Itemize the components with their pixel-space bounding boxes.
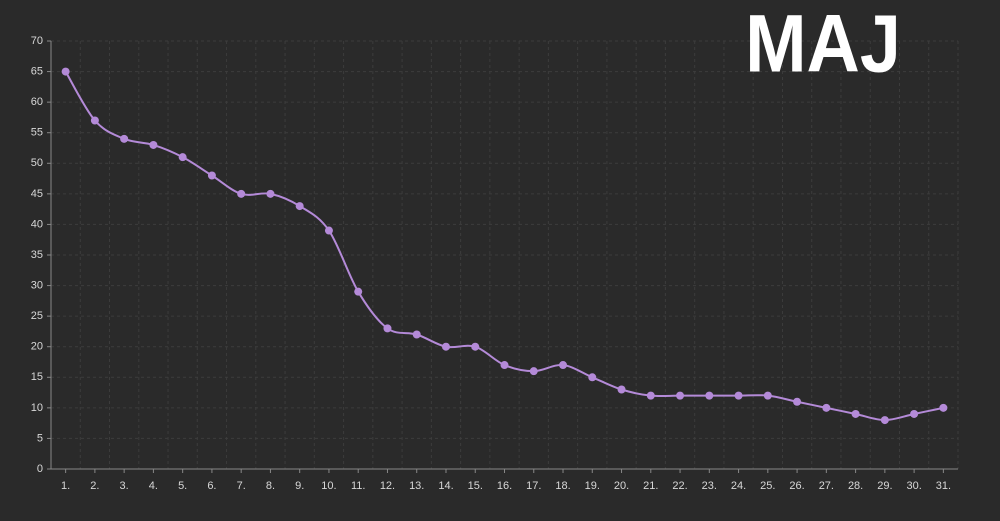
point xyxy=(763,391,772,400)
x-tick-label: 3. xyxy=(120,480,129,492)
x-tick-label: 1. xyxy=(61,480,70,492)
point xyxy=(500,361,509,370)
x-tick-label: 12. xyxy=(380,480,395,492)
y-tick-label: 45 xyxy=(31,188,43,200)
point xyxy=(676,391,685,400)
point xyxy=(529,367,538,376)
point xyxy=(266,189,275,198)
x-tick-label: 11. xyxy=(351,480,365,492)
x-tick-label: 6. xyxy=(207,480,216,492)
x-tick-label: 29. xyxy=(877,480,892,492)
x-tick-label: 30. xyxy=(906,480,921,492)
point xyxy=(822,403,831,412)
y-tick-label: 35 xyxy=(31,249,43,261)
x-tick-label: 27. xyxy=(819,480,834,492)
point xyxy=(471,342,480,351)
y-tick-label: 65 xyxy=(31,65,43,77)
point xyxy=(149,140,158,149)
y-tick-label: 10 xyxy=(31,402,43,414)
point xyxy=(617,385,626,394)
chart-title: MAJ xyxy=(745,0,901,90)
x-tick-label: 21. xyxy=(643,480,658,492)
point xyxy=(324,226,333,235)
point xyxy=(383,324,392,333)
x-tick-label: 26. xyxy=(789,480,804,492)
y-tick-label: 25 xyxy=(31,310,43,322)
point xyxy=(559,361,568,370)
x-tick-label: 18. xyxy=(555,480,570,492)
x-tick-label: 16. xyxy=(497,480,512,492)
point xyxy=(705,391,714,400)
y-tick-label: 40 xyxy=(31,218,43,230)
y-tick-label: 5 xyxy=(37,432,43,444)
x-tick-label: 22. xyxy=(672,480,687,492)
x-tick-label: 19. xyxy=(585,480,600,492)
point xyxy=(354,287,363,296)
x-tick-label: 8. xyxy=(266,480,275,492)
x-tick-label: 28. xyxy=(848,480,863,492)
point xyxy=(793,397,802,406)
y-tick-label: 0 xyxy=(37,463,43,475)
y-tick-label: 55 xyxy=(31,127,43,139)
point xyxy=(880,416,889,425)
point xyxy=(851,409,860,418)
y-tick-label: 30 xyxy=(31,279,43,291)
x-tick-label: 14. xyxy=(438,480,453,492)
point xyxy=(441,342,450,351)
x-tick-label: 15. xyxy=(468,480,483,492)
point xyxy=(178,153,187,162)
x-tick-label: 17. xyxy=(526,480,541,492)
y-tick-label: 20 xyxy=(31,341,43,353)
point xyxy=(207,171,216,180)
y-tick-label: 50 xyxy=(31,157,43,169)
x-tick-label: 9. xyxy=(295,480,304,492)
point xyxy=(90,116,99,125)
point xyxy=(412,330,421,339)
x-tick-label: 25. xyxy=(760,480,775,492)
x-tick-label: 4. xyxy=(149,480,158,492)
point xyxy=(646,391,655,400)
point xyxy=(939,403,948,412)
point xyxy=(295,202,304,211)
x-tick-label: 10. xyxy=(321,480,336,492)
y-tick-label: 15 xyxy=(31,371,43,383)
y-tick-label: 70 xyxy=(31,35,43,47)
point xyxy=(61,67,70,76)
point xyxy=(734,391,743,400)
point xyxy=(588,373,597,382)
x-tick-label: 23. xyxy=(702,480,717,492)
x-tick-label: 13. xyxy=(409,480,424,492)
x-tick-label: 24. xyxy=(731,480,746,492)
x-tick-label: 2. xyxy=(90,480,99,492)
point xyxy=(237,189,246,198)
point xyxy=(120,134,129,143)
x-tick-label: 7. xyxy=(237,480,246,492)
x-tick-label: 5. xyxy=(178,480,187,492)
point xyxy=(910,409,919,418)
y-tick-label: 60 xyxy=(31,96,43,108)
x-tick-label: 31. xyxy=(936,480,951,492)
x-tick-label: 20. xyxy=(614,480,629,492)
